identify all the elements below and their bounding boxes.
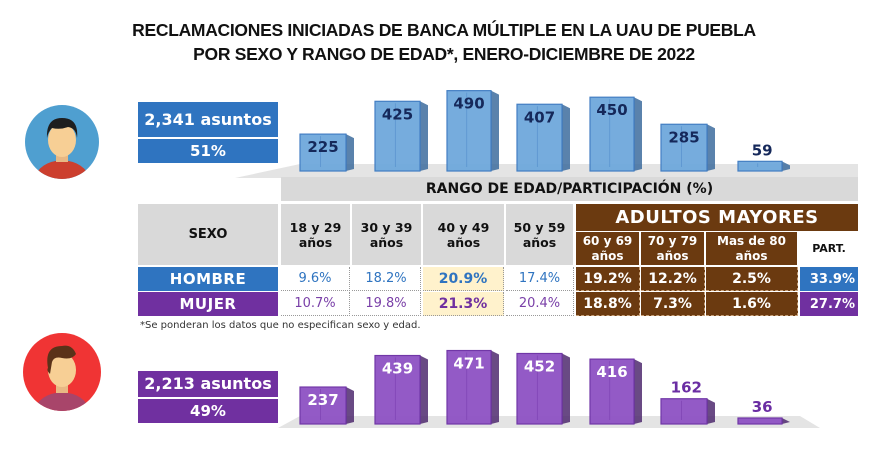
age-header-line1: 18 y 29 bbox=[289, 219, 342, 235]
male-bar bbox=[374, 100, 421, 172]
age-header-2: 40 y 49 años bbox=[423, 204, 504, 265]
axis-title: RANGO DE EDAD/PARTICIPACIÓN (%) bbox=[281, 177, 858, 201]
row-label-hombre: HOMBRE bbox=[138, 267, 278, 291]
female-bar bbox=[589, 358, 635, 425]
sex-header: SEXO bbox=[138, 204, 278, 265]
female-share: 49% bbox=[138, 399, 278, 423]
table-cell: 17.4% bbox=[506, 267, 574, 291]
age-header-line2: años bbox=[522, 234, 557, 250]
male-bar-label: 285 bbox=[668, 128, 699, 146]
female-bar bbox=[516, 352, 563, 425]
female-bar bbox=[374, 354, 421, 425]
male-bar-label: 425 bbox=[382, 105, 413, 123]
adult-header-1: 70 y 79 años bbox=[641, 232, 705, 265]
title-line-1: RECLAMACIONES INICIADAS DE BANCA MÚLTIPL… bbox=[132, 20, 756, 40]
male-share: 51% bbox=[138, 139, 278, 163]
part-value: 27.7% bbox=[800, 292, 858, 316]
age-header-3: 50 y 59 años bbox=[506, 204, 573, 265]
female-bar bbox=[299, 386, 347, 425]
table-cell: 7.3% bbox=[641, 292, 705, 316]
age-header-line1: 40 y 49 bbox=[437, 219, 490, 235]
male-bar-label: 225 bbox=[307, 138, 338, 156]
age-header-0: 18 y 29 años bbox=[281, 204, 350, 265]
male-bar-side bbox=[634, 97, 642, 171]
female-bar-label: 416 bbox=[596, 363, 627, 381]
female-bar bbox=[737, 417, 783, 425]
age-header-line1: 50 y 59 bbox=[513, 219, 566, 235]
age-header-1: 30 y 39 años bbox=[352, 204, 421, 265]
age-header-line2: años bbox=[298, 234, 333, 250]
footnote: *Se ponderan los datos que no especifica… bbox=[140, 320, 421, 331]
table-cell: 1.6% bbox=[706, 292, 798, 316]
female-bar-side bbox=[707, 398, 715, 424]
male-avatar-icon bbox=[25, 105, 99, 179]
male-bar-label: 450 bbox=[596, 101, 627, 119]
adult-header-line2: años bbox=[735, 248, 768, 263]
male-count: 2,341 asuntos bbox=[138, 102, 278, 137]
table-cell: 9.6% bbox=[281, 267, 350, 291]
female-summary: 2,213 asuntos 49% bbox=[138, 371, 278, 423]
male-bar bbox=[446, 90, 492, 172]
female-bar bbox=[660, 398, 708, 425]
adults-older-title: ADULTOS MAYORES bbox=[576, 204, 858, 231]
male-bar-side bbox=[346, 134, 354, 171]
table-cell: 18.8% bbox=[576, 292, 640, 316]
adult-header-2: Mas de 80 años bbox=[706, 232, 798, 265]
adult-header-line1: 70 y 79 bbox=[647, 233, 698, 248]
female-bar-side bbox=[634, 359, 642, 424]
male-summary: 2,341 asuntos 51% bbox=[138, 102, 278, 163]
male-bar-side bbox=[562, 104, 570, 171]
male-bar-side bbox=[491, 90, 499, 171]
female-bar-label: 452 bbox=[524, 357, 555, 375]
table-cell: 20.4% bbox=[506, 292, 574, 316]
table-cell: 19.2% bbox=[576, 267, 640, 291]
table-cell: 21.3% bbox=[423, 292, 504, 316]
male-bar bbox=[299, 133, 347, 172]
male-bar bbox=[660, 123, 708, 172]
table-cell: 18.2% bbox=[352, 267, 421, 291]
female-bar bbox=[446, 349, 492, 425]
male-bar bbox=[737, 160, 783, 172]
male-bar-side bbox=[420, 101, 428, 171]
part-value: 33.9% bbox=[800, 267, 858, 291]
female-bar-label: 237 bbox=[307, 391, 338, 409]
table-cell: 2.5% bbox=[706, 267, 798, 291]
male-bar bbox=[516, 103, 563, 172]
adult-header-line2: años bbox=[656, 248, 689, 263]
table-cell: 20.9% bbox=[423, 267, 504, 291]
adult-header-line2: años bbox=[591, 248, 624, 263]
male-bar-side bbox=[707, 124, 715, 171]
female-bar-side bbox=[782, 418, 790, 424]
row-label-mujer: MUJER bbox=[138, 292, 278, 316]
age-header-line2: años bbox=[446, 234, 481, 250]
male-bar-label: 407 bbox=[524, 108, 555, 126]
adult-header-0: 60 y 69 años bbox=[576, 232, 640, 265]
female-bar-label: 36 bbox=[752, 398, 773, 416]
female-bar-label: 162 bbox=[671, 379, 702, 397]
title-line-2: POR SEXO Y RANGO DE EDAD*, ENERO-DICIEMB… bbox=[193, 44, 695, 64]
adult-header-line1: Mas de 80 bbox=[717, 233, 786, 248]
female-bar-side bbox=[491, 350, 499, 424]
part-header: PART. bbox=[812, 242, 846, 255]
female-bar-label: 471 bbox=[453, 355, 484, 373]
male-bar-label: 59 bbox=[752, 141, 773, 159]
female-bar-side bbox=[346, 387, 354, 424]
table-cell: 19.8% bbox=[352, 292, 421, 316]
table-cell: 12.2% bbox=[641, 267, 705, 291]
page-title: RECLAMACIONES INICIADAS DE BANCA MÚLTIPL… bbox=[0, 18, 888, 66]
age-header-line2: años bbox=[369, 234, 404, 250]
male-bar bbox=[589, 96, 635, 172]
female-bar-side bbox=[562, 353, 570, 424]
age-header-line1: 30 y 39 bbox=[360, 219, 413, 235]
female-avatar-icon bbox=[23, 333, 101, 411]
male-bar-label: 490 bbox=[453, 95, 484, 113]
female-count: 2,213 asuntos bbox=[138, 371, 278, 397]
male-bar-side bbox=[782, 161, 790, 171]
female-bar-label: 439 bbox=[382, 360, 413, 378]
female-bar-side bbox=[420, 355, 428, 424]
table-cell: 10.7% bbox=[281, 292, 350, 316]
adult-header-line1: 60 y 69 bbox=[582, 233, 633, 248]
